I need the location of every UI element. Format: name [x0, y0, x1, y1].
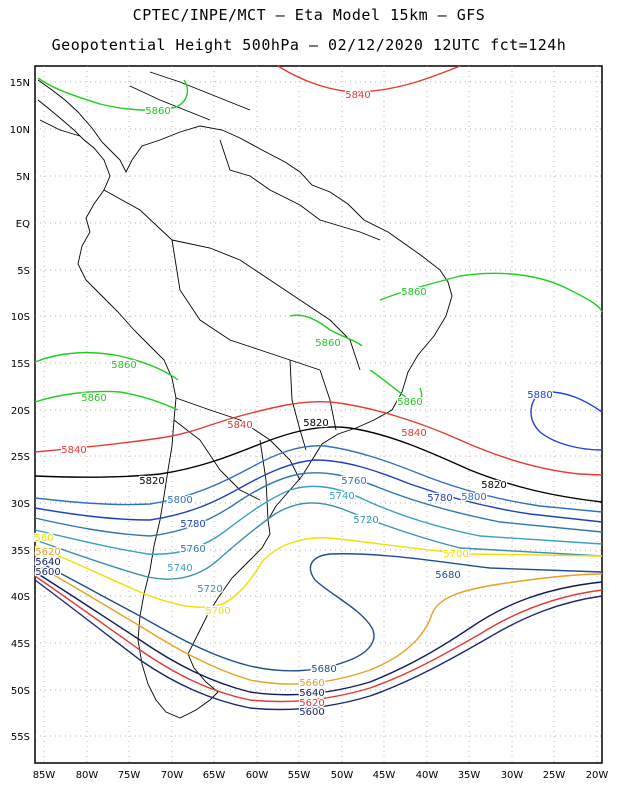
latitude-labels: 15N 10N 5N EQ 5S 10S 15S 20S 25S 30S 35S 40S 45S 50S 5… [10, 78, 30, 743]
label-5800-east: 5800 [461, 492, 486, 503]
map-subtitle: Geopotential Height 500hPa – 02/12/2020 … [51, 36, 567, 54]
lon-label: 30W [501, 770, 524, 781]
lat-label: 45S [11, 639, 30, 650]
label-5860-pacific-1: 5860 [111, 360, 136, 371]
contour-5860-caribbean [37, 77, 189, 111]
contour-labels: 5840 5860 5860 5860 5860 5860 5860 5880 5840 5840… [33, 89, 554, 720]
label-5820-east: 5820 [481, 480, 506, 491]
contour-5860-se [369, 369, 423, 403]
contour-5620 [34, 575, 603, 703]
label-5800-west: 5800 [167, 495, 192, 506]
label-edge-5600: 5600 [35, 567, 60, 578]
label-5740-west: 5740 [167, 563, 192, 574]
contour-5860-central [289, 314, 363, 347]
lat-label: 5N [16, 172, 30, 183]
lon-label: 25W [543, 770, 566, 781]
label-5680-south: 5680 [311, 664, 336, 675]
label-5600: 5600 [299, 707, 324, 718]
contour-5780 [34, 459, 603, 523]
contour-5860-ne [379, 272, 603, 313]
lon-label: 55W [288, 770, 311, 781]
lat-label: EQ [16, 219, 30, 230]
label-5620: 5620 [299, 698, 324, 709]
lat-label: 15S [11, 359, 30, 370]
contour-5820-main [34, 426, 603, 503]
label-edge-560: 560 [34, 533, 53, 544]
lat-label: 5S [17, 266, 30, 277]
lon-label: 80W [76, 770, 99, 781]
lon-label: 85W [33, 770, 56, 781]
lon-label: 45W [373, 770, 396, 781]
lon-label: 75W [118, 770, 141, 781]
label-5820-west: 5820 [139, 476, 164, 487]
lat-label: 30S [11, 499, 30, 510]
lat-label: 40S [11, 592, 30, 603]
label-5880: 5880 [527, 390, 552, 401]
label-5840-west: 5840 [61, 445, 86, 456]
label-5680-east: 5680 [435, 570, 460, 581]
label-5860-pacific-2: 5860 [81, 393, 106, 404]
label-5760: 5760 [180, 544, 205, 555]
label-5860-central: 5860 [315, 338, 340, 349]
contour-5680 [34, 553, 603, 672]
contour-5860-pacific-1 [34, 351, 179, 381]
contour-5840-north [277, 65, 461, 93]
lon-label: 35W [458, 770, 481, 781]
label-5740-center: 5740 [329, 491, 354, 502]
label-5860-brazil-ne: 5860 [401, 287, 426, 298]
label-edge-5620: 5620 [35, 547, 60, 558]
lat-label: 50S [11, 686, 30, 697]
lat-label: 20S [11, 406, 30, 417]
lat-label: 15N [10, 78, 30, 89]
lat-label: 10N [10, 125, 30, 136]
label-5660: 5660 [299, 678, 324, 689]
label-5640: 5640 [299, 688, 324, 699]
lon-label: 70W [161, 770, 184, 781]
label-5780-east: 5780 [427, 493, 452, 504]
contour-5860-pacific-2 [34, 390, 179, 411]
graticule [35, 66, 602, 763]
map-frame [34, 65, 603, 764]
longitude-labels: 85W 80W 75W 70W 65W 60W 55W 50W 45W 40W 35W 30W 25W 2… [33, 770, 609, 781]
contour-5600 [34, 579, 603, 711]
contour-5840-main [34, 400, 603, 476]
contour-5740 [34, 485, 603, 555]
lon-label: 20W [586, 770, 609, 781]
contour-5700 [34, 537, 603, 608]
lon-label: 50W [331, 770, 354, 781]
label-5780-west: 5780 [180, 519, 205, 530]
label-edge-5640: 5640 [35, 557, 60, 568]
lat-label: 35S [11, 546, 30, 557]
contour-5880 [530, 391, 603, 451]
contour-5660 [34, 563, 603, 685]
label-5840-east: 5840 [401, 428, 426, 439]
contour-5760 [34, 472, 603, 537]
label-5840-north: 5840 [345, 90, 370, 101]
lat-label: 10S [11, 312, 30, 323]
lon-label: 65W [203, 770, 226, 781]
label-5860-se: 5860 [397, 397, 422, 408]
lon-label: 60W [246, 770, 269, 781]
label-5720-west: 5720 [197, 584, 222, 595]
label-5700-west: 5700 [205, 606, 230, 617]
contour-5720 [34, 502, 603, 580]
map-title: CPTEC/INPE/MCT – Eta Model 15km – GFS [132, 6, 486, 24]
label-5720-east: 5720 [353, 515, 378, 526]
contours [34, 65, 603, 711]
coastlines [37, 71, 453, 719]
label-5760-center: 5760 [341, 476, 366, 487]
label-5700-east: 5700 [443, 549, 468, 560]
label-5820-center: 5820 [303, 418, 328, 429]
contour-5800 [34, 445, 603, 513]
label-5860-caribbean: 5860 [145, 106, 170, 117]
lat-label: 25S [11, 452, 30, 463]
contour-5640 [34, 571, 603, 696]
lat-label: 55S [11, 732, 30, 743]
label-5840-andes: 5840 [227, 420, 252, 431]
lon-label: 40W [416, 770, 439, 781]
